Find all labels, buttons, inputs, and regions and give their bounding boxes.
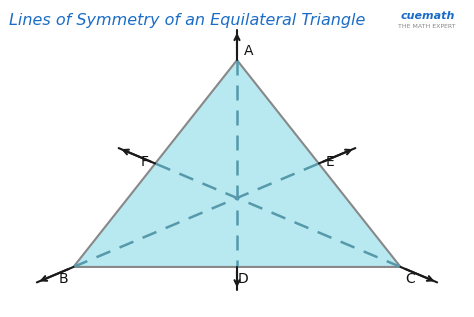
Text: E: E — [326, 155, 335, 169]
Polygon shape — [73, 60, 401, 267]
Text: C: C — [405, 272, 415, 286]
Text: A: A — [244, 44, 254, 58]
Text: cuemath: cuemath — [401, 11, 455, 21]
Text: F: F — [140, 155, 148, 169]
Text: B: B — [59, 272, 69, 286]
Text: THE MATH EXPERT: THE MATH EXPERT — [398, 24, 455, 29]
Text: D: D — [237, 272, 248, 286]
Text: Lines of Symmetry of an Equilateral Triangle: Lines of Symmetry of an Equilateral Tria… — [9, 13, 366, 28]
